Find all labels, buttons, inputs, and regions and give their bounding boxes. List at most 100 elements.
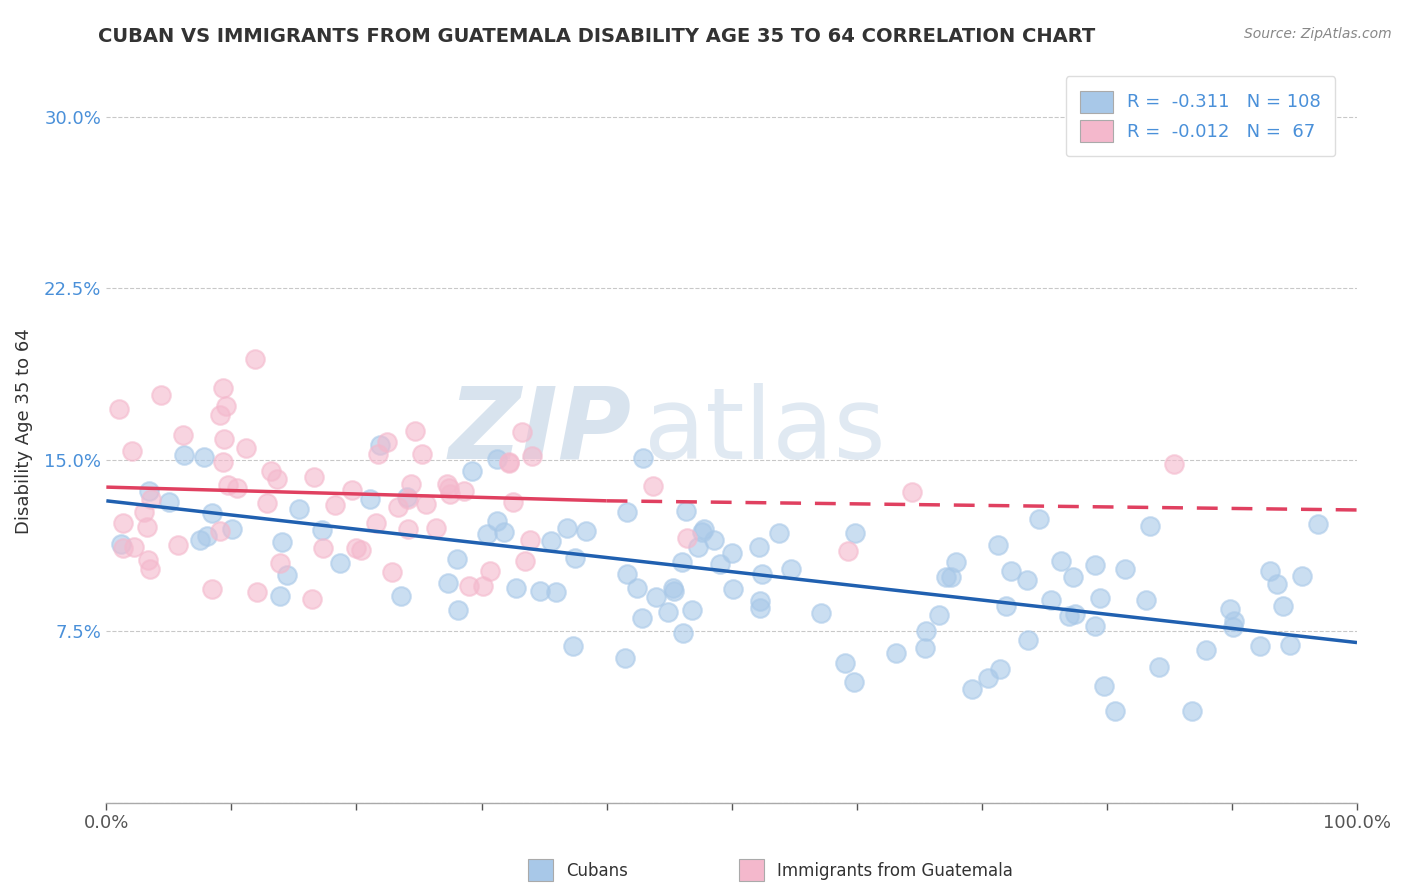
- Point: [437, 482, 460, 496]
- Point: [212, 432, 235, 446]
- Point: [1084, 619, 1107, 633]
- Point: [1039, 593, 1062, 607]
- Point: [1306, 517, 1329, 532]
- Point: [641, 479, 664, 493]
- Point: [1195, 642, 1218, 657]
- Point: [616, 505, 638, 519]
- Point: [1063, 607, 1085, 622]
- Point: [269, 556, 291, 570]
- Point: [225, 481, 247, 495]
- Point: [375, 434, 398, 449]
- Point: [631, 450, 654, 465]
- Point: [1139, 518, 1161, 533]
- Point: [1147, 660, 1170, 674]
- Point: [256, 496, 278, 510]
- Point: [486, 451, 509, 466]
- Point: [575, 524, 598, 538]
- Point: [139, 562, 162, 576]
- Point: [662, 581, 685, 595]
- Point: [672, 625, 695, 640]
- Point: [132, 505, 155, 519]
- Point: [681, 603, 703, 617]
- Point: [837, 543, 859, 558]
- Point: [1114, 562, 1136, 576]
- Point: [425, 521, 447, 535]
- Point: [941, 570, 963, 584]
- Point: [1017, 633, 1039, 648]
- Point: [935, 569, 957, 583]
- Point: [515, 554, 537, 568]
- Point: [1181, 704, 1204, 718]
- Point: [200, 582, 222, 596]
- Point: [411, 447, 433, 461]
- Point: [657, 605, 679, 619]
- Point: [928, 607, 950, 622]
- Point: [301, 591, 323, 606]
- Point: [215, 399, 238, 413]
- Point: [834, 656, 856, 670]
- Point: [662, 584, 685, 599]
- Point: [676, 532, 699, 546]
- Point: [157, 495, 180, 509]
- Point: [512, 425, 534, 440]
- Point: [748, 594, 770, 608]
- Point: [564, 550, 586, 565]
- Point: [540, 533, 562, 548]
- Point: [329, 556, 352, 570]
- Y-axis label: Disability Age 35 to 64: Disability Age 35 to 64: [15, 328, 32, 534]
- Point: [302, 470, 325, 484]
- Point: [212, 381, 235, 395]
- Point: [396, 492, 419, 507]
- Text: Source: ZipAtlas.com: Source: ZipAtlas.com: [1244, 27, 1392, 41]
- Point: [709, 557, 731, 571]
- Point: [768, 526, 790, 541]
- Point: [561, 639, 583, 653]
- Point: [312, 541, 335, 555]
- Point: [138, 483, 160, 498]
- Point: [748, 540, 770, 554]
- Point: [1265, 577, 1288, 591]
- Point: [505, 582, 527, 596]
- Point: [720, 546, 742, 560]
- Point: [266, 471, 288, 485]
- Point: [886, 646, 908, 660]
- Point: [842, 674, 865, 689]
- Point: [519, 533, 541, 547]
- Point: [439, 487, 461, 501]
- Point: [110, 537, 132, 551]
- Point: [1092, 680, 1115, 694]
- Point: [626, 581, 648, 595]
- Point: [415, 497, 437, 511]
- Point: [288, 502, 311, 516]
- Point: [208, 409, 231, 423]
- Point: [269, 589, 291, 603]
- Text: Cubans: Cubans: [565, 862, 627, 880]
- Point: [122, 540, 145, 554]
- Point: [108, 402, 131, 417]
- Point: [461, 463, 484, 477]
- Point: [1050, 553, 1073, 567]
- Point: [436, 477, 458, 491]
- Point: [844, 525, 866, 540]
- Point: [960, 682, 983, 697]
- Point: [1084, 558, 1107, 572]
- Point: [1222, 620, 1244, 634]
- Point: [235, 441, 257, 455]
- Point: [675, 503, 697, 517]
- Point: [522, 449, 544, 463]
- Point: [1104, 704, 1126, 718]
- Point: [703, 533, 725, 548]
- Point: [193, 450, 215, 465]
- Point: [990, 662, 1012, 676]
- Point: [217, 478, 239, 492]
- Point: [139, 491, 162, 506]
- Point: [751, 567, 773, 582]
- Point: [1028, 511, 1050, 525]
- Point: [344, 541, 367, 555]
- Point: [1135, 593, 1157, 607]
- Point: [645, 590, 668, 604]
- Point: [1088, 591, 1111, 606]
- Point: [671, 555, 693, 569]
- Point: [502, 495, 524, 509]
- Point: [364, 516, 387, 530]
